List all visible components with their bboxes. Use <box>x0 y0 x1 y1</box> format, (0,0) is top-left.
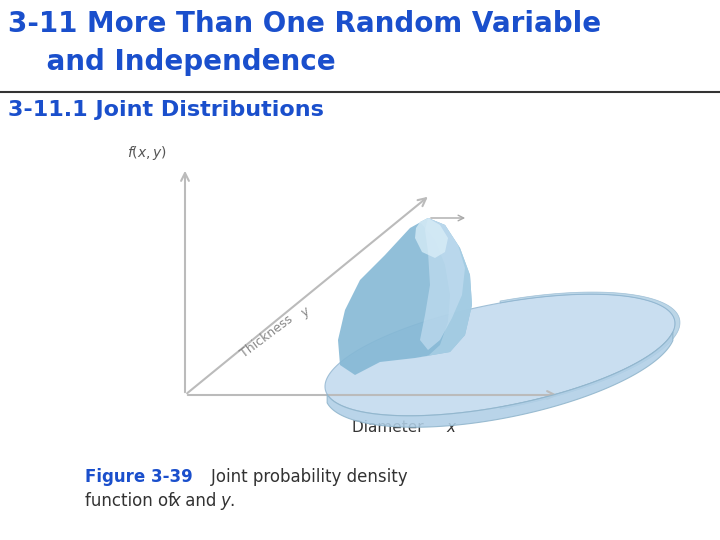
Text: y: y <box>220 492 230 510</box>
Text: 3-11.1 Joint Distributions: 3-11.1 Joint Distributions <box>8 100 324 120</box>
Text: Diameter: Diameter <box>352 420 428 435</box>
Text: x: x <box>170 492 180 510</box>
Polygon shape <box>415 218 448 258</box>
Text: function of: function of <box>85 492 179 510</box>
Text: Thickness: Thickness <box>238 310 298 360</box>
Polygon shape <box>420 218 465 350</box>
Polygon shape <box>327 332 673 427</box>
Polygon shape <box>325 294 675 416</box>
Text: x: x <box>446 420 456 435</box>
Text: and Independence: and Independence <box>8 48 336 76</box>
Polygon shape <box>338 218 472 375</box>
Text: $f(x,y)$: $f(x,y)$ <box>127 144 167 162</box>
Text: .: . <box>229 492 234 510</box>
Text: and: and <box>180 492 222 510</box>
Polygon shape <box>500 292 680 409</box>
Text: Figure 3-39: Figure 3-39 <box>85 468 193 486</box>
Text: Joint probability density: Joint probability density <box>190 468 408 486</box>
Text: y: y <box>298 306 312 320</box>
Polygon shape <box>415 218 472 358</box>
Text: 3-11 More Than One Random Variable: 3-11 More Than One Random Variable <box>8 10 601 38</box>
